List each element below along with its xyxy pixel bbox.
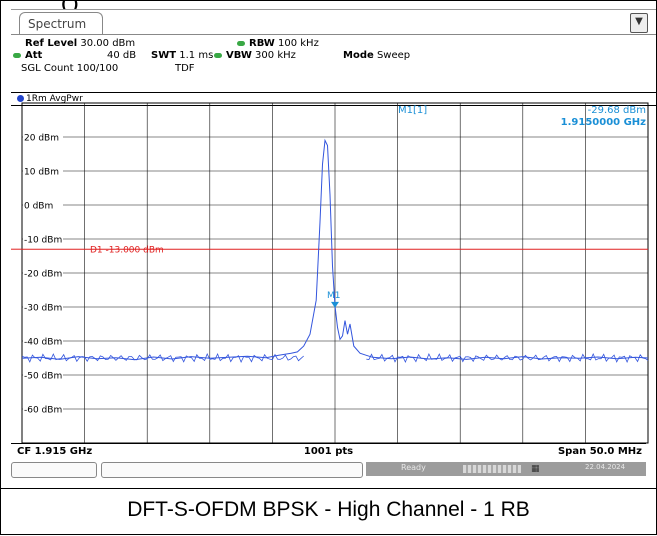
progress-bars-icon: [463, 465, 521, 473]
att-readout: Att: [13, 50, 42, 61]
ref-level-label: Ref Level: [25, 38, 78, 49]
analyzer-screen: Spectrum ▼ Ref Level 30.00 dBm Att 40 dB…: [11, 9, 656, 485]
span-readout: Span 50.0 MHz: [557, 446, 642, 457]
vbw-label: VBW: [226, 50, 252, 61]
figure-caption: DFT-S-OFDM BPSK - High Channel - 1 RB: [127, 498, 530, 521]
status-box-left[interactable]: [11, 462, 97, 478]
rbw-coupled-indicator: [237, 40, 245, 46]
vbw-coupled-indicator: [214, 52, 222, 58]
swt-readout: SWT 1.1 ms: [151, 50, 213, 61]
rbw-label: RBW: [249, 38, 275, 49]
tab-spectrum[interactable]: Spectrum: [19, 12, 103, 34]
tdf-label: TDF: [175, 63, 195, 74]
mode-readout: Mode Sweep: [343, 50, 410, 61]
center-frequency: CF 1.915 GHz: [17, 446, 93, 457]
rbw-readout: RBW 100 kHz: [237, 38, 319, 49]
analyzer-footer: CF 1.915 GHz 1001 pts Span 50.0 MHz: [11, 443, 646, 461]
status-date: 22.04.2024: [585, 463, 626, 471]
att-coupled-indicator: [13, 52, 21, 58]
sweep-points: 1001 pts: [303, 446, 354, 457]
trace-indicator-icon: [17, 95, 24, 102]
trace-info-row: 1Rm AvgPwr: [11, 92, 656, 106]
swt-value: 1.1 ms: [179, 50, 214, 61]
status-box-input[interactable]: [101, 462, 363, 478]
vbw-readout: VBW 300 kHz: [214, 50, 296, 61]
mode-value: Sweep: [376, 50, 411, 61]
att-label: Att: [25, 50, 43, 61]
trace-label: 1Rm AvgPwr: [26, 94, 83, 104]
menu-icon[interactable]: ▼: [630, 13, 648, 33]
status-ready: Ready: [401, 463, 426, 472]
ref-level-readout: Ref Level 30.00 dBm: [25, 38, 135, 49]
sgl-count: SGL Count 100/100: [21, 63, 119, 74]
att-value: 40 dB: [107, 50, 137, 61]
swt-label: SWT: [151, 50, 177, 61]
tab-divider: [11, 34, 656, 35]
ref-level-value: 30.00 dBm: [80, 38, 136, 49]
caption-divider: [1, 488, 656, 489]
status-bar: Ready ▦ 22.04.2024: [11, 460, 646, 478]
rbw-value: 100 kHz: [278, 38, 319, 49]
vbw-value: 300 kHz: [255, 50, 296, 61]
mode-label: Mode: [343, 50, 374, 61]
status-pict-icon: ▦: [531, 464, 540, 474]
